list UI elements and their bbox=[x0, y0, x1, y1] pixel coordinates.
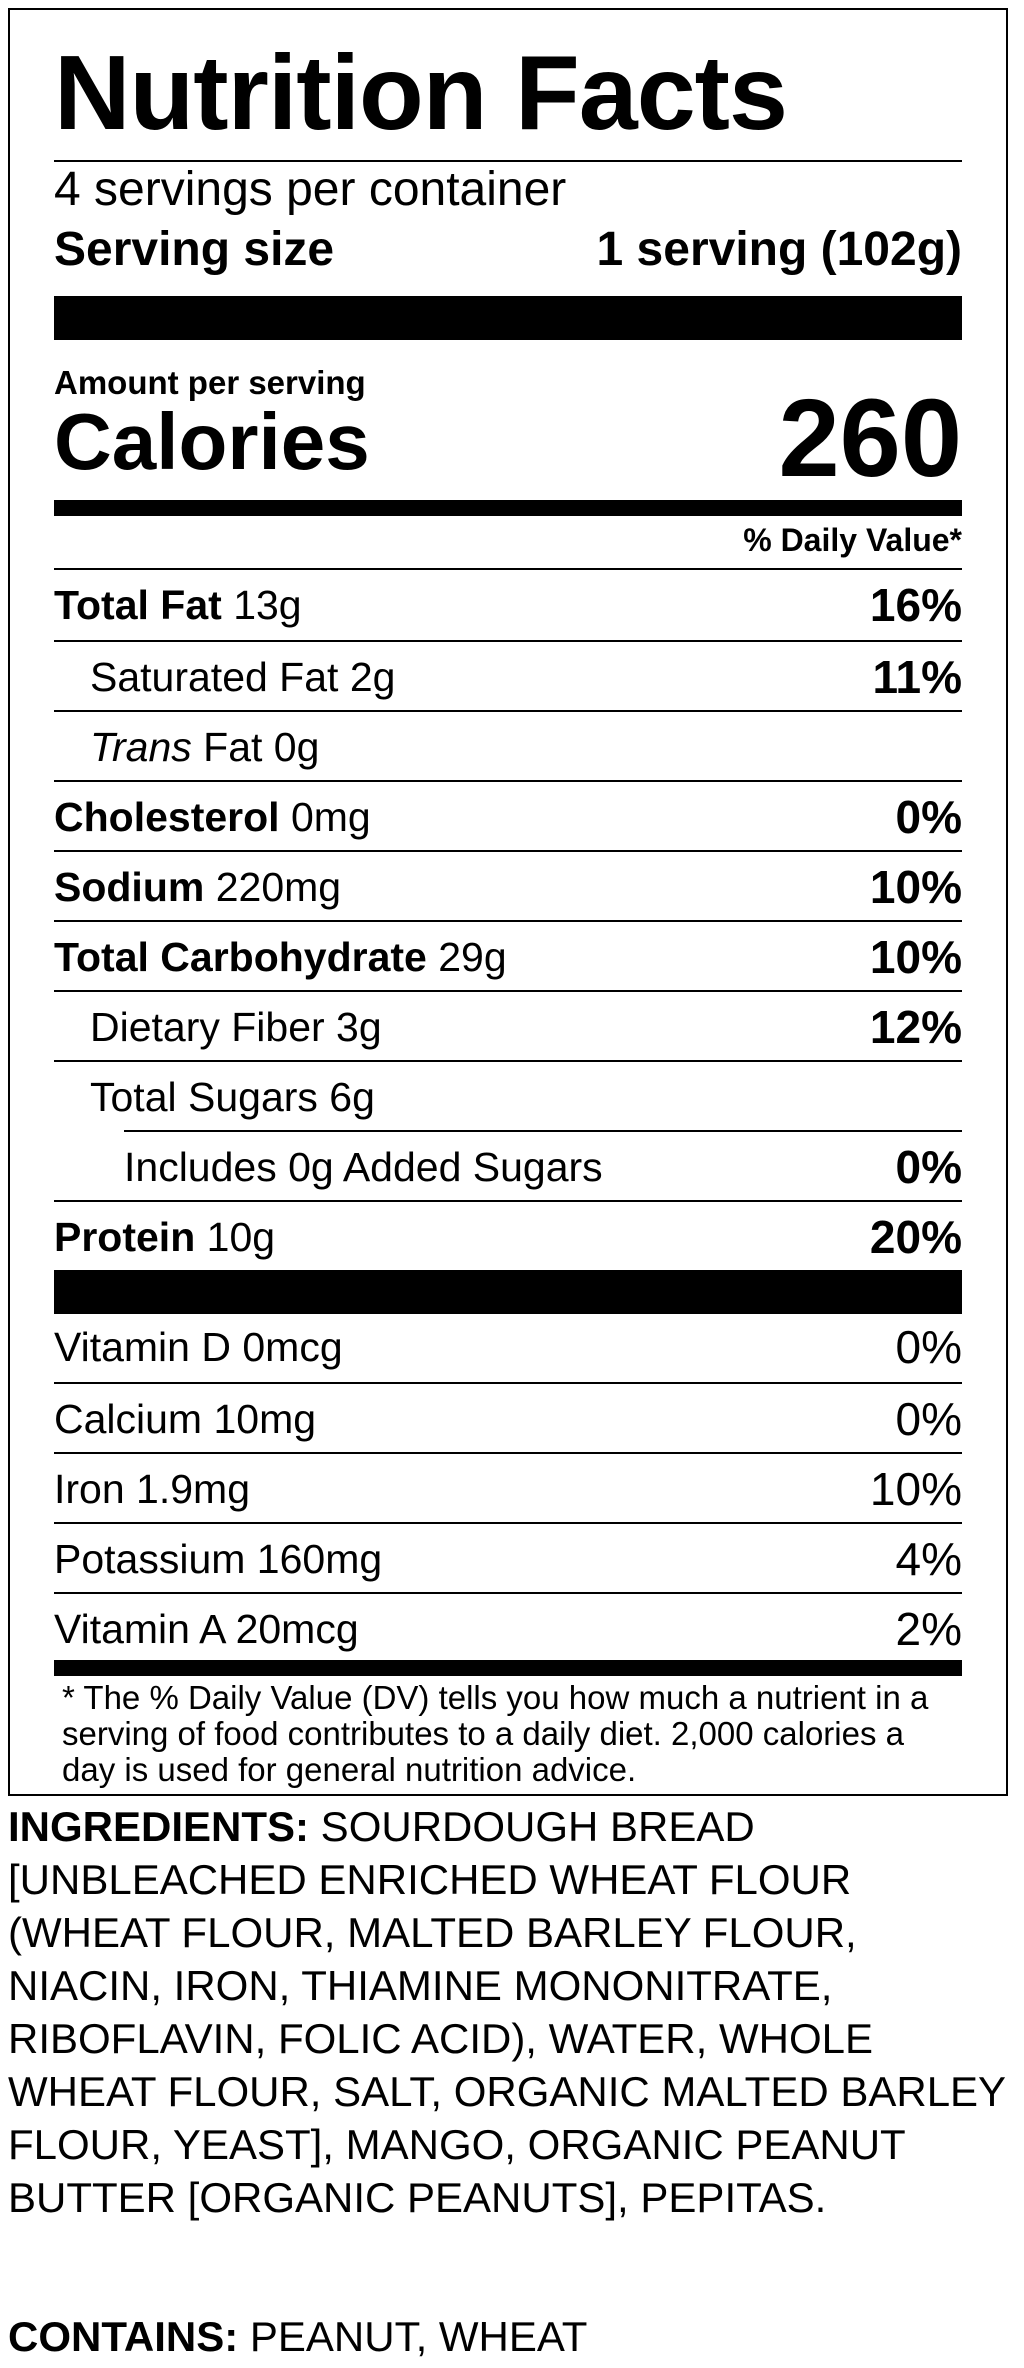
vitamin-row: Vitamin D 0mcg 0% bbox=[54, 1312, 962, 1382]
serving-size-value: 1 serving (102g) bbox=[596, 223, 962, 276]
daily-value-footnote: * The % Daily Value (DV) tells you how m… bbox=[62, 1679, 929, 1788]
serving-size-row: Serving size 1 serving (102g) bbox=[54, 226, 962, 274]
nutrient-daily-value: 12% bbox=[869, 1001, 962, 1053]
ingredients-text: SOURDOUGH BREAD [UNBLEACHED ENRICHED WHE… bbox=[8, 1803, 1006, 2221]
nutrient-name: Saturated Fat 2g bbox=[90, 653, 396, 700]
nutrient-amount: 13g bbox=[221, 581, 302, 628]
vitamin-row: Potassium 160mg 4% bbox=[54, 1524, 962, 1594]
nutrient-amount: 29g bbox=[426, 933, 507, 980]
contains-heading: CONTAINS: bbox=[8, 2313, 239, 2360]
divider bbox=[54, 1060, 962, 1062]
divider bbox=[54, 850, 962, 852]
nutrient-daily-value: 16% bbox=[869, 579, 962, 631]
nutrient-amount: 0mg bbox=[279, 793, 371, 840]
nutrition-facts-label: Nutrition Facts 4 servings per container… bbox=[8, 8, 1008, 1796]
nutrient-name: Dietary Fiber 3g bbox=[90, 1003, 382, 1050]
nutrient-row: Protein 10g 20% bbox=[54, 1202, 962, 1272]
divider bbox=[54, 640, 962, 642]
vitamin-daily-value: 10% bbox=[869, 1463, 962, 1515]
divider bbox=[54, 160, 962, 162]
calories-value: 260 bbox=[778, 377, 962, 500]
contains-text: PEANUT, WHEAT bbox=[238, 2313, 588, 2360]
nutrient-row: Includes 0g Added Sugars 0% bbox=[54, 1132, 962, 1202]
nutrient-row: Trans Fat 0g bbox=[54, 712, 962, 782]
divider bbox=[54, 568, 962, 570]
nutrient-row: Total Sugars 6g bbox=[54, 1062, 962, 1132]
thick-divider bbox=[54, 296, 962, 340]
nutrient-amount: 10g bbox=[195, 1213, 276, 1260]
amount-per-serving: Amount per serving bbox=[54, 364, 366, 401]
nutrient-daily-value: 10% bbox=[869, 861, 962, 913]
nutrient-daily-value: 0% bbox=[895, 791, 962, 843]
nutrient-name-bold: Cholesterol bbox=[54, 793, 280, 840]
allergen-statement: CONTAINS: PEANUT, WHEAT bbox=[8, 2310, 587, 2363]
divider bbox=[54, 990, 962, 992]
vitamin-name: Iron 1.9mg bbox=[54, 1465, 250, 1512]
vitamin-daily-value: 2% bbox=[895, 1603, 962, 1655]
thick-divider bbox=[54, 1270, 962, 1314]
divider bbox=[54, 1592, 962, 1594]
nutrient-daily-value: 10% bbox=[869, 931, 962, 983]
nutrient-name: Fat 0g bbox=[191, 723, 320, 770]
divider bbox=[54, 1382, 962, 1384]
divider bbox=[54, 780, 962, 782]
daily-value-header: % Daily Value* bbox=[743, 522, 962, 558]
nutrient-row: Total Fat 13g 16% bbox=[54, 570, 962, 640]
nutrient-row: Saturated Fat 2g 11% bbox=[54, 642, 962, 712]
nutrient-daily-value: 20% bbox=[869, 1211, 962, 1263]
ingredients-statement: INGREDIENTS: SOURDOUGH BREAD [UNBLEACHED… bbox=[8, 1800, 1008, 2224]
vitamin-row: Calcium 10mg 0% bbox=[54, 1384, 962, 1454]
vitamin-name: Vitamin D 0mcg bbox=[54, 1323, 343, 1370]
nutrient-name-bold: Sodium bbox=[54, 863, 205, 910]
vitamin-row: Iron 1.9mg 10% bbox=[54, 1454, 962, 1524]
nutrient-row: Sodium 220mg 10% bbox=[54, 852, 962, 922]
nutrient-daily-value: 0% bbox=[895, 1141, 962, 1193]
divider bbox=[54, 1200, 962, 1202]
divider bbox=[54, 1522, 962, 1524]
vitamin-name: Potassium 160mg bbox=[54, 1535, 383, 1582]
medium-divider bbox=[54, 500, 962, 516]
nutrient-name-bold: Total Fat bbox=[54, 581, 222, 628]
nutrient-daily-value: 11% bbox=[872, 651, 962, 703]
nutrient-name: Includes 0g Added Sugars bbox=[124, 1143, 603, 1190]
nutrient-name-bold: Protein bbox=[54, 1213, 196, 1260]
medium-divider bbox=[54, 1660, 962, 1676]
vitamin-name: Vitamin A 20mcg bbox=[54, 1605, 359, 1652]
vitamin-daily-value: 0% bbox=[895, 1393, 962, 1445]
nutrient-name-italic: Trans bbox=[90, 723, 192, 770]
vitamin-name: Calcium 10mg bbox=[54, 1395, 317, 1442]
serving-size-label: Serving size bbox=[54, 223, 335, 276]
vitamin-row: Vitamin A 20mcg 2% bbox=[54, 1594, 962, 1664]
servings-per-container: 4 servings per container bbox=[54, 163, 567, 216]
nutrient-amount: 220mg bbox=[204, 863, 342, 910]
nutrient-name-bold: Total Carbohydrate bbox=[54, 933, 427, 980]
nutrient-row: Cholesterol 0mg 0% bbox=[54, 782, 962, 852]
divider bbox=[54, 710, 962, 712]
nutrient-name: Total Sugars 6g bbox=[90, 1073, 375, 1120]
divider bbox=[54, 1452, 962, 1454]
label-title: Nutrition Facts bbox=[54, 34, 788, 152]
ingredients-heading: INGREDIENTS: bbox=[8, 1803, 310, 1850]
calories-label: Calories bbox=[54, 397, 370, 486]
nutrient-row: Dietary Fiber 3g 12% bbox=[54, 992, 962, 1062]
vitamin-daily-value: 4% bbox=[895, 1533, 962, 1585]
divider bbox=[124, 1130, 962, 1132]
vitamin-daily-value: 0% bbox=[895, 1321, 962, 1373]
nutrient-row: Total Carbohydrate 29g 10% bbox=[54, 922, 962, 992]
divider bbox=[54, 920, 962, 922]
